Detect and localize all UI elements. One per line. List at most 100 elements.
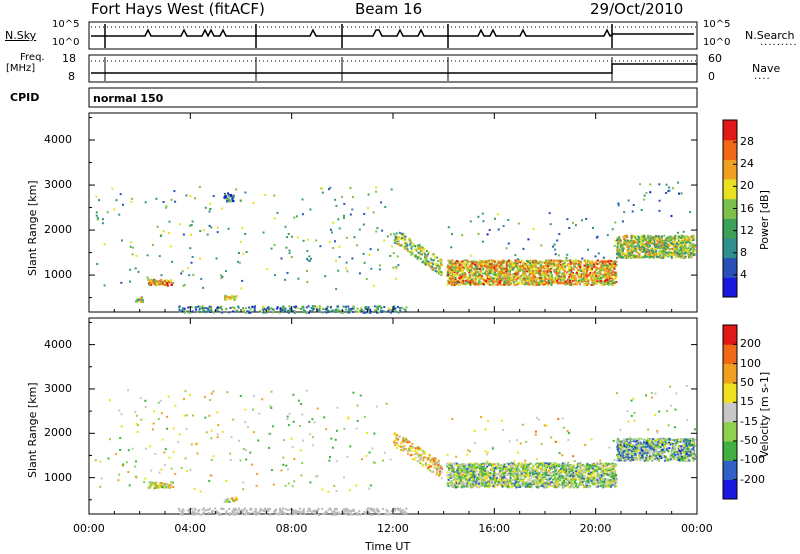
- echo-cell: [365, 454, 368, 457]
- echo-cell: [237, 306, 240, 309]
- echo-cell: [647, 238, 650, 241]
- echo-cell: [149, 485, 152, 488]
- echo-cell: [111, 187, 114, 190]
- echo-cell: [573, 264, 575, 267]
- echo-cell: [613, 244, 616, 247]
- echo-cell: [487, 268, 489, 271]
- echo-cell: [378, 264, 381, 267]
- echo-cell: [556, 276, 559, 278]
- echo-cell: [564, 273, 567, 276]
- echo-cell: [477, 279, 480, 282]
- echo-cell: [129, 245, 132, 248]
- echo-cell: [555, 281, 558, 284]
- echo-cell: [531, 262, 534, 265]
- echo-cell: [149, 280, 152, 283]
- echo-cell: [233, 306, 236, 309]
- echo-cell: [622, 235, 625, 238]
- echo-cell: [383, 306, 386, 308]
- echo-cell: [523, 281, 526, 284]
- echo-cell: [421, 248, 424, 250]
- echo-cell: [557, 266, 560, 269]
- echo-cell: [190, 443, 193, 446]
- echo-cell: [464, 259, 467, 262]
- echo-cell: [609, 277, 612, 280]
- echo-cell: [224, 194, 227, 196]
- echo-cell: [213, 311, 216, 314]
- echo-cell: [421, 253, 423, 256]
- echo-cell: [108, 399, 111, 402]
- echo-cell: [309, 433, 312, 436]
- echo-cell: [508, 259, 510, 262]
- echo-cell: [321, 488, 324, 491]
- echo-cell: [493, 280, 496, 283]
- echo-cell: [144, 447, 147, 450]
- echo-cell: [654, 246, 657, 249]
- echo-cell: [535, 268, 538, 271]
- echo-cell: [511, 268, 514, 271]
- echo-cell: [377, 248, 380, 251]
- echo-cell: [232, 194, 235, 197]
- echo-cell: [151, 280, 154, 283]
- echo-cell: [604, 266, 606, 269]
- echo-cell: [528, 283, 531, 286]
- echo-cell: [652, 240, 654, 243]
- echo-cell: [359, 310, 362, 313]
- echo-cell: [227, 498, 230, 501]
- echo-cell: [241, 226, 244, 229]
- echo-cell: [531, 280, 534, 283]
- echo-cell: [555, 270, 558, 273]
- echo-cell: [465, 282, 468, 285]
- echo-cell: [284, 512, 287, 515]
- echo-cell: [547, 270, 550, 272]
- echo-cell: [279, 510, 282, 513]
- echo-cell: [427, 264, 430, 266]
- echo-cell: [624, 243, 627, 246]
- echo-cell: [400, 232, 403, 235]
- echo-cell: [657, 245, 660, 248]
- echo-cell: [579, 274, 581, 277]
- echo-cell: [428, 262, 431, 265]
- echo-cell: [610, 272, 613, 274]
- echo-cell: [232, 195, 235, 198]
- echo-cell: [546, 474, 549, 476]
- echo-cell: [501, 276, 504, 279]
- echo-cell: [491, 267, 494, 270]
- echo-cell: [256, 473, 259, 476]
- echo-cell: [545, 259, 548, 262]
- echo-cell: [364, 306, 367, 309]
- echo-cell: [237, 260, 240, 263]
- echo-cell: [516, 264, 519, 267]
- echo-cell: [234, 298, 237, 301]
- echo-cell: [537, 267, 540, 270]
- echo-cell: [413, 244, 416, 247]
- echo-cell: [94, 459, 97, 462]
- echo-cell: [496, 262, 499, 265]
- echo-cell: [543, 275, 546, 278]
- echo-cell: [684, 252, 687, 255]
- echo-cell: [576, 259, 579, 262]
- echo-cell: [481, 212, 484, 215]
- echo-cell: [242, 448, 245, 450]
- echo-cell: [297, 307, 300, 309]
- echo-cell: [231, 509, 234, 512]
- echo-cell: [184, 390, 187, 393]
- echo-cell: [507, 273, 510, 275]
- echo-cell: [121, 464, 124, 467]
- echo-cell: [519, 270, 521, 273]
- echo-cell: [447, 281, 450, 284]
- echo-cell: [398, 231, 401, 234]
- echo-cell: [500, 280, 503, 283]
- echo-cell: [629, 249, 632, 252]
- echo-cell: [529, 262, 532, 264]
- echo-cell: [550, 281, 552, 284]
- echo-cell: [144, 477, 147, 480]
- echo-cell: [430, 258, 433, 261]
- echo-cell: [140, 418, 143, 421]
- echo-cell: [603, 260, 606, 263]
- echo-cell: [227, 192, 229, 195]
- echo-cell: [302, 309, 305, 311]
- echo-cell: [151, 481, 154, 484]
- echo-cell: [255, 511, 257, 513]
- echo-cell: [405, 243, 408, 246]
- echo-cell: [608, 259, 611, 262]
